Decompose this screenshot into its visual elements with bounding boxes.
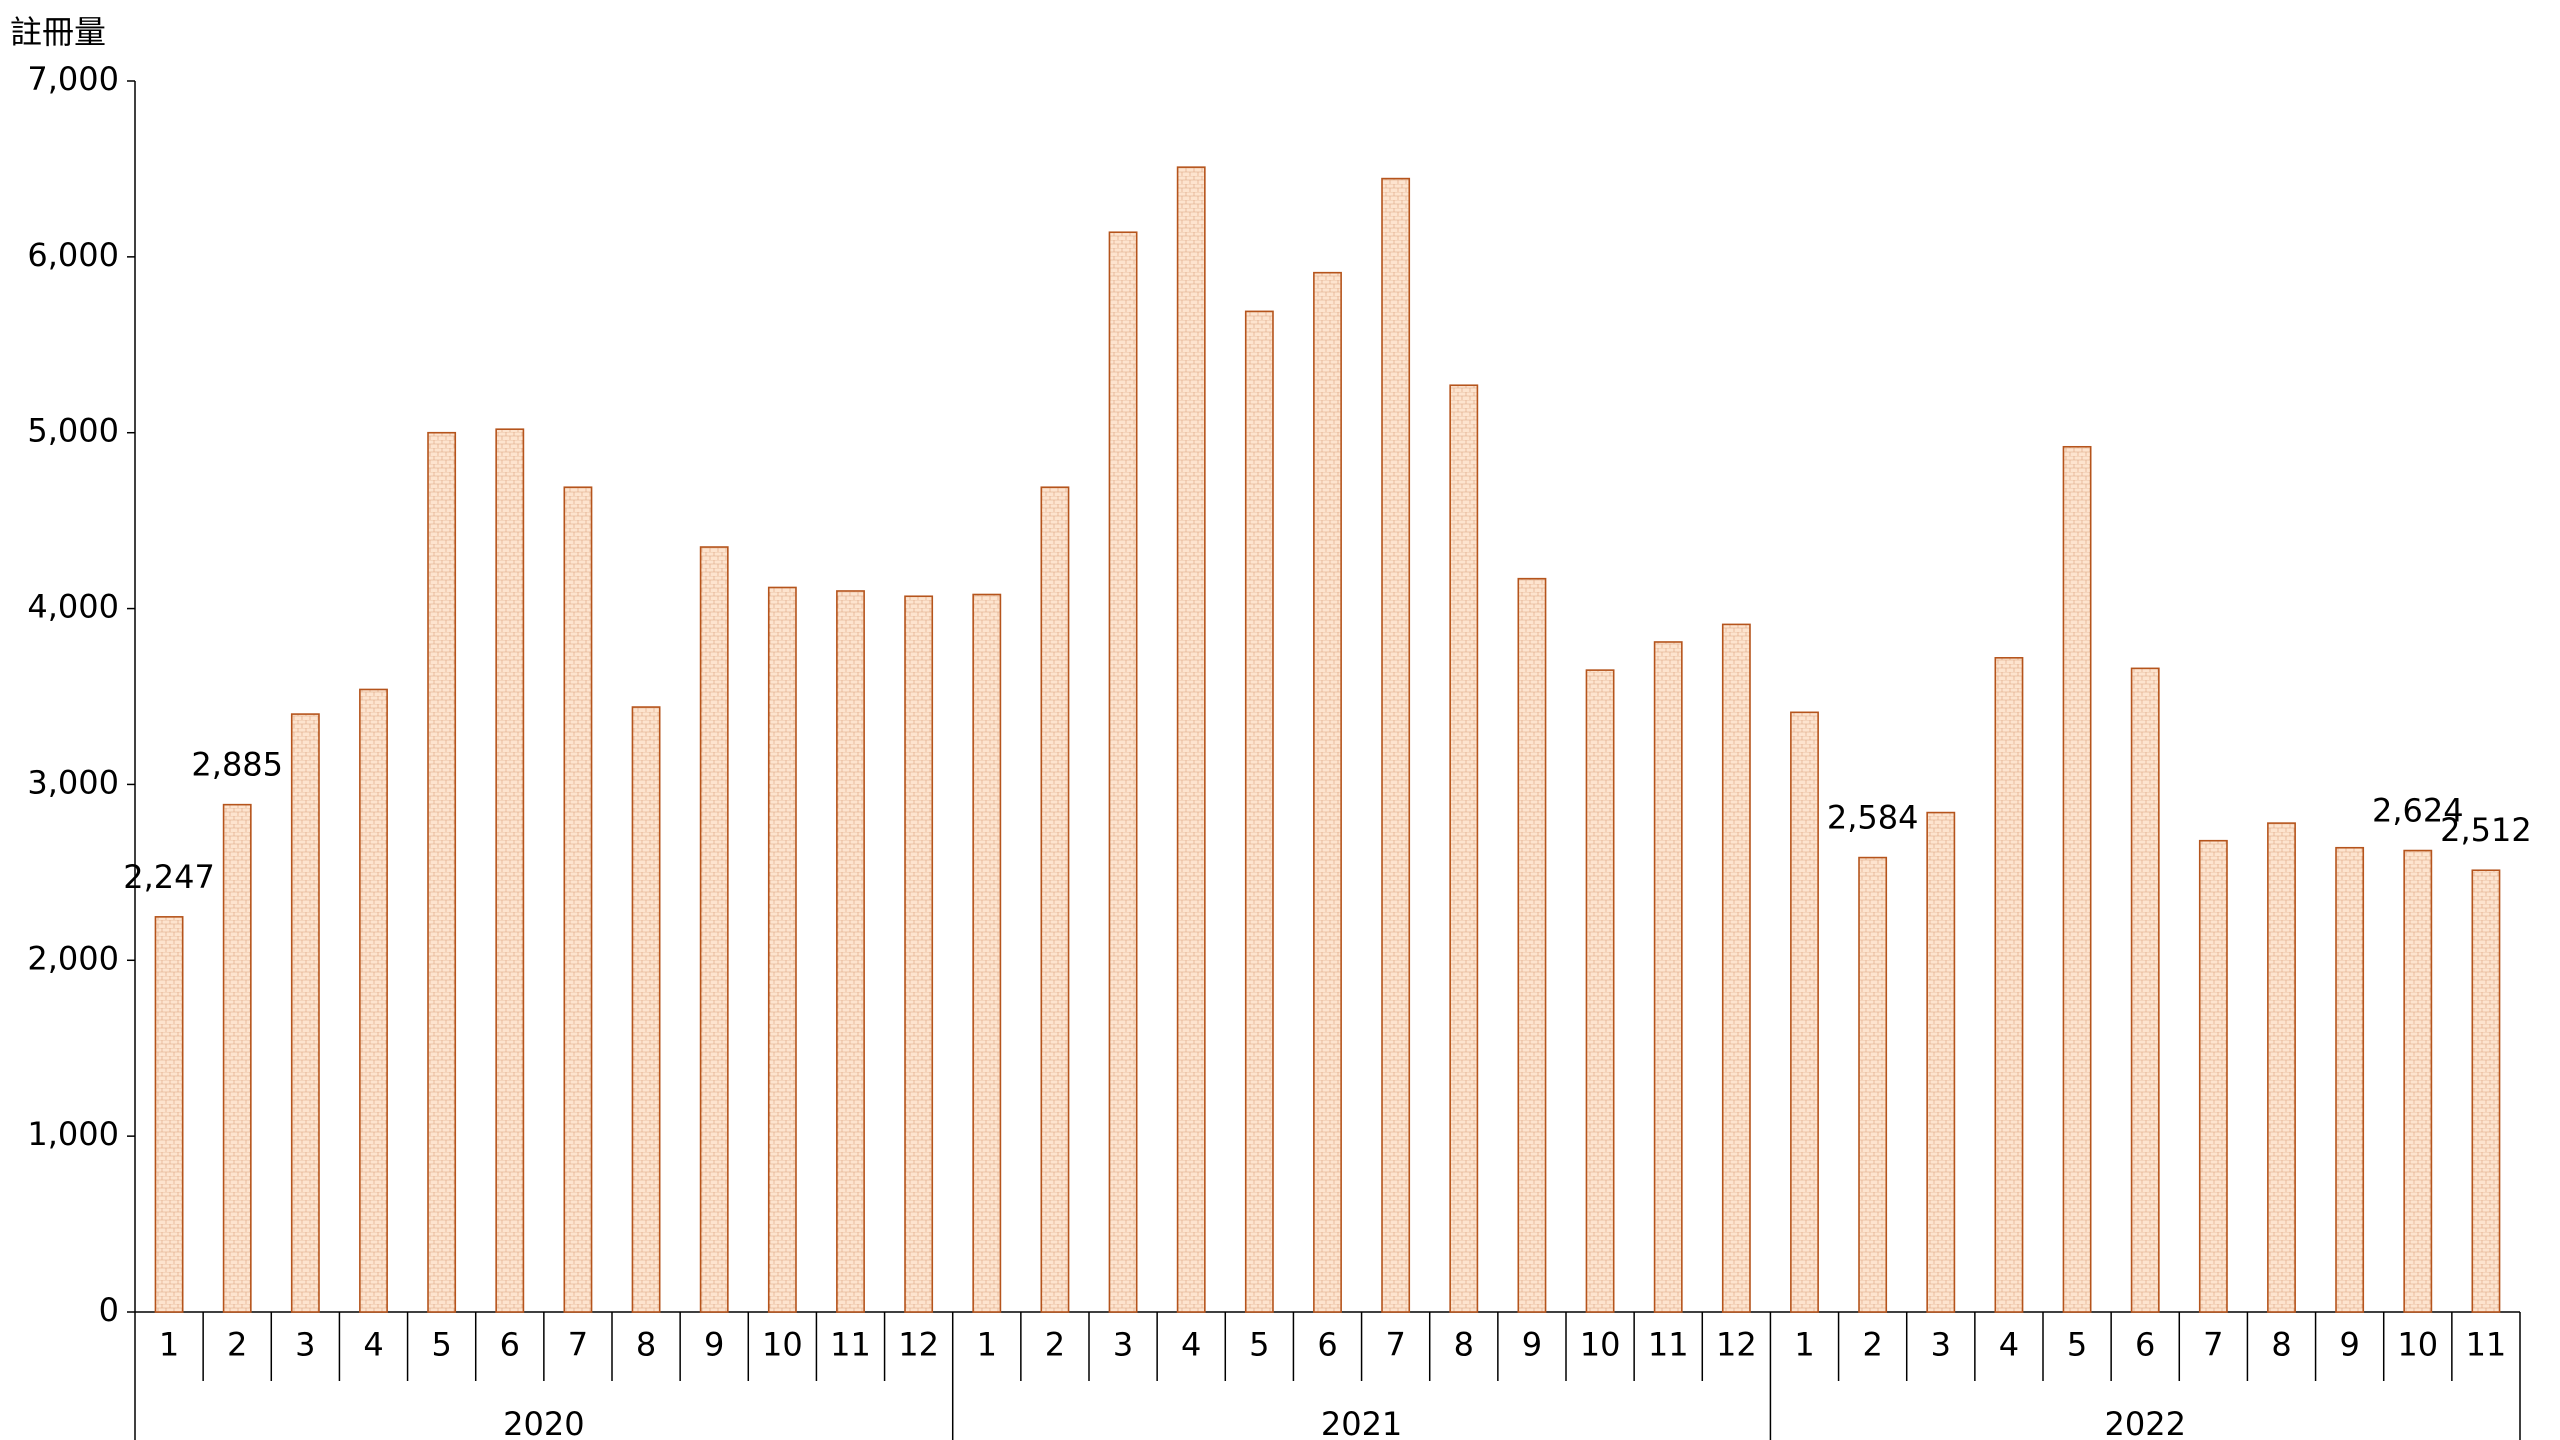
x-tick-label: 9 xyxy=(1522,1326,1542,1364)
x-tick-label: 11 xyxy=(2466,1326,2507,1364)
x-tick-label: 10 xyxy=(762,1326,803,1364)
bar xyxy=(1926,811,1956,1313)
value-label: 2,584 xyxy=(1827,799,1919,837)
x-tick-label: 7 xyxy=(2203,1326,2223,1364)
y-tick-label: 4,000 xyxy=(27,588,119,626)
x-tick-label: 10 xyxy=(2397,1326,2438,1364)
bar xyxy=(2062,445,2092,1313)
y-tick-label: 5,000 xyxy=(27,412,119,450)
x-tick-label: 1 xyxy=(977,1326,997,1364)
x-tick-label: 6 xyxy=(1317,1326,1337,1364)
x-tick-label: 4 xyxy=(363,1326,383,1364)
bar xyxy=(1721,623,1751,1313)
bar xyxy=(2198,839,2228,1313)
x-tick-label: 9 xyxy=(2339,1326,2359,1364)
bar xyxy=(2335,846,2365,1313)
bar xyxy=(1108,231,1138,1313)
x-tick-label: 3 xyxy=(1931,1326,1951,1364)
x-tick-label: 1 xyxy=(1794,1326,1814,1364)
x-tick-label: 2 xyxy=(1862,1326,1882,1364)
bar xyxy=(1858,856,1888,1313)
bar xyxy=(2403,849,2433,1313)
y-tick-label: 6,000 xyxy=(27,236,119,274)
x-tick-label: 2 xyxy=(1045,1326,1065,1364)
x-tick-label: 11 xyxy=(830,1326,871,1364)
bar xyxy=(495,428,525,1313)
bar xyxy=(1994,657,2024,1313)
x-tick-label: 3 xyxy=(295,1326,315,1364)
bar xyxy=(1040,486,1070,1313)
bar xyxy=(972,593,1002,1313)
bar xyxy=(1790,711,1819,1313)
bar xyxy=(699,546,729,1313)
y-tick-label: 2,000 xyxy=(27,939,119,977)
x-tick-label: 5 xyxy=(2067,1326,2087,1364)
x-tick-label: 8 xyxy=(1454,1326,1474,1364)
y-tick-label: 3,000 xyxy=(27,763,119,801)
x-tick-label: 3 xyxy=(1113,1326,1133,1364)
bar xyxy=(1585,669,1615,1313)
x-tick-label: 6 xyxy=(2135,1326,2155,1364)
bar xyxy=(836,590,865,1313)
bar xyxy=(359,688,388,1313)
bar xyxy=(563,486,593,1313)
bar xyxy=(1176,166,1206,1313)
bar xyxy=(2130,667,2160,1313)
bar xyxy=(290,713,320,1313)
value-label: 2,247 xyxy=(123,858,215,896)
value-label: 2,624 xyxy=(2372,792,2464,830)
y-axis-title: 註冊量 xyxy=(10,13,106,51)
x-tick-label: 2 xyxy=(227,1326,247,1364)
x-tick-label: 7 xyxy=(1385,1326,1405,1364)
group-label: 2020 xyxy=(503,1405,584,1440)
bar xyxy=(1381,177,1411,1313)
x-tick-label: 6 xyxy=(500,1326,520,1364)
bar xyxy=(2267,822,2296,1313)
bar xyxy=(1653,641,1683,1313)
y-tick-label: 7,000 xyxy=(27,60,119,98)
bar xyxy=(1449,384,1479,1313)
x-tick-label: 5 xyxy=(1249,1326,1269,1364)
bar xyxy=(1517,577,1547,1313)
x-tick-label: 8 xyxy=(636,1326,656,1364)
value-label: 2,885 xyxy=(191,746,283,784)
x-tick-label: 8 xyxy=(2271,1326,2291,1364)
group-label: 2022 xyxy=(2104,1405,2185,1440)
x-tick-label: 12 xyxy=(898,1326,939,1364)
bar xyxy=(154,916,184,1313)
x-tick-label: 11 xyxy=(1648,1326,1689,1364)
x-tick-label: 4 xyxy=(1999,1326,2019,1364)
bar xyxy=(631,706,661,1313)
x-tick-label: 1 xyxy=(159,1326,179,1364)
y-tick-label: 0 xyxy=(99,1291,119,1329)
bar xyxy=(2471,869,2501,1313)
bar xyxy=(1244,310,1274,1313)
bar xyxy=(1313,271,1342,1313)
x-tick-label: 12 xyxy=(1716,1326,1757,1364)
x-tick-label: 4 xyxy=(1181,1326,1201,1364)
value-label: 2,512 xyxy=(2440,811,2532,849)
x-tick-label: 5 xyxy=(431,1326,451,1364)
x-tick-label: 9 xyxy=(704,1326,724,1364)
bar xyxy=(222,803,252,1313)
y-tick-label: 1,000 xyxy=(27,1115,119,1153)
bar xyxy=(427,431,457,1313)
bar xyxy=(767,586,797,1313)
x-tick-label: 10 xyxy=(1580,1326,1621,1364)
group-label: 2021 xyxy=(1321,1405,1402,1440)
x-tick-label: 7 xyxy=(568,1326,588,1364)
bar xyxy=(904,595,934,1313)
